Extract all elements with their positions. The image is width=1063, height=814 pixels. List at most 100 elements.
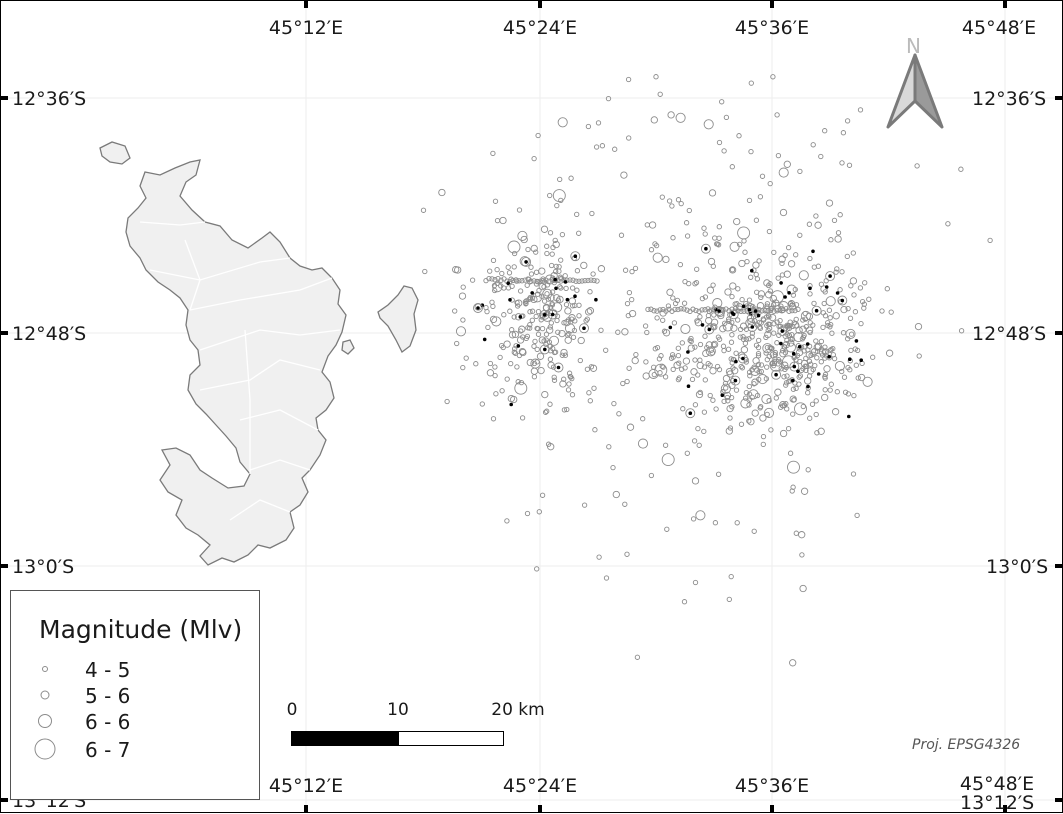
epicenter-marker: [657, 91, 663, 97]
epicenter-marker: [679, 340, 685, 346]
epicenter-marker: [675, 112, 686, 123]
epicenter-marker: [818, 359, 824, 365]
epicenter-marker: [572, 302, 578, 309]
tick-mark: [770, 0, 774, 8]
epicenter-marker: [783, 160, 791, 168]
epicenter-marker: [729, 332, 735, 338]
epicenter-marker: [845, 305, 851, 312]
epicenter-marker: [758, 362, 765, 368]
epicenter-marker: [725, 367, 734, 376]
epicenter-marker: [834, 266, 840, 272]
epicenter-marker: [473, 361, 479, 367]
epicenter-marker: [511, 250, 518, 257]
epicenter-marker: [527, 309, 533, 315]
epicenter-marker: [522, 277, 528, 283]
epicenter-marker: [778, 255, 786, 263]
epicenter-marker: [561, 376, 567, 382]
epicenter-marker: [705, 346, 716, 357]
epicenter-marker: [579, 323, 589, 334]
epicenter-marker: [851, 392, 857, 399]
epicenter-marker: [756, 376, 762, 383]
epicenter-marker: [729, 404, 735, 410]
epicenter-marker: [696, 442, 702, 448]
epicenter-marker: [560, 348, 568, 357]
epicenter-marker: [681, 306, 687, 312]
epicenter-marker: [551, 349, 558, 356]
scale-segment-white: [398, 731, 504, 746]
epicenter-marker: [779, 429, 788, 438]
epicenter-marker: [616, 411, 622, 417]
epicenter-marker: [785, 425, 792, 432]
epicenter-marker: [595, 120, 602, 126]
epicenter-marker: [534, 359, 540, 365]
epicenter-marker: [829, 330, 835, 336]
epicenter-marker: [701, 428, 707, 435]
epicenter-marker: [686, 280, 692, 287]
scale-segment-black: [291, 731, 399, 746]
epicenter-marker: [769, 294, 777, 303]
epicenter-marker: [492, 372, 498, 379]
epicenter-marker: [660, 317, 666, 323]
tick-mark: [304, 805, 308, 813]
epicenter-marker: [558, 329, 566, 338]
epicenter-marker: [801, 344, 807, 350]
epicenter-marker: [566, 331, 572, 337]
epicenter-marker: [760, 433, 767, 440]
epicenter-marker: [673, 361, 681, 369]
tick-mark: [0, 331, 8, 335]
epicenter-marker: [730, 324, 738, 332]
epicenter-marker: [455, 326, 467, 337]
epicenter-marker: [536, 352, 545, 360]
epicenter-marker: [761, 394, 772, 405]
strong-event-marker: [731, 312, 736, 317]
epicenter-marker: [862, 376, 873, 387]
epicenter-marker: [721, 398, 727, 405]
epicenter-marker: [574, 211, 580, 218]
epicenter-marker: [556, 295, 564, 304]
epicenter-marker: [756, 306, 762, 313]
epicenter-marker: [557, 284, 563, 290]
epicenter-marker: [709, 367, 717, 375]
epicenter-marker: [524, 510, 531, 517]
epicenter-marker: [702, 349, 710, 358]
epicenter-marker: [642, 372, 650, 380]
epicenter-marker: [507, 308, 513, 314]
epicenter-marker: [656, 356, 663, 362]
epicenter-marker: [758, 294, 764, 301]
epicenter-marker: [674, 297, 681, 304]
epicenter-marker: [493, 391, 499, 397]
epicenter-marker: [748, 80, 754, 86]
epicenter-marker: [547, 401, 553, 407]
epicenter-marker: [697, 341, 704, 348]
epicenter-marker: [586, 390, 592, 396]
epicenter-marker: [825, 271, 836, 282]
epicenter-marker: [741, 308, 747, 314]
epicenter-marker: [547, 192, 553, 199]
epicenter-marker: [696, 308, 702, 315]
epicenter-marker: [743, 389, 750, 396]
epicenter-marker: [800, 317, 806, 323]
epicenter-marker: [603, 347, 609, 353]
epicenter-marker: [853, 362, 859, 368]
epicenter-marker: [612, 490, 620, 499]
epicenter-marker: [500, 344, 506, 351]
mayotte-grande-terre: [99, 141, 347, 566]
epicenter-marker: [492, 364, 498, 370]
epicenter-marker: [771, 308, 777, 314]
strong-event-marker: [848, 357, 852, 362]
epicenter-marker: [684, 307, 690, 313]
strong-event-marker: [668, 325, 673, 330]
epicenter-marker: [766, 353, 772, 360]
epicenter-marker: [539, 325, 546, 332]
epicenter-marker: [585, 277, 591, 284]
epicenter-marker: [749, 334, 755, 340]
epicenter-marker: [648, 306, 654, 312]
strong-event-marker: [779, 281, 783, 285]
epicenter-marker: [767, 288, 774, 294]
epicenter-marker: [845, 328, 856, 339]
epicenter-marker: [707, 392, 713, 399]
epicenter-marker: [518, 328, 524, 334]
epicenter-marker: [593, 144, 600, 150]
epicenter-marker: [692, 344, 698, 350]
epicenter-marker: [777, 307, 783, 313]
